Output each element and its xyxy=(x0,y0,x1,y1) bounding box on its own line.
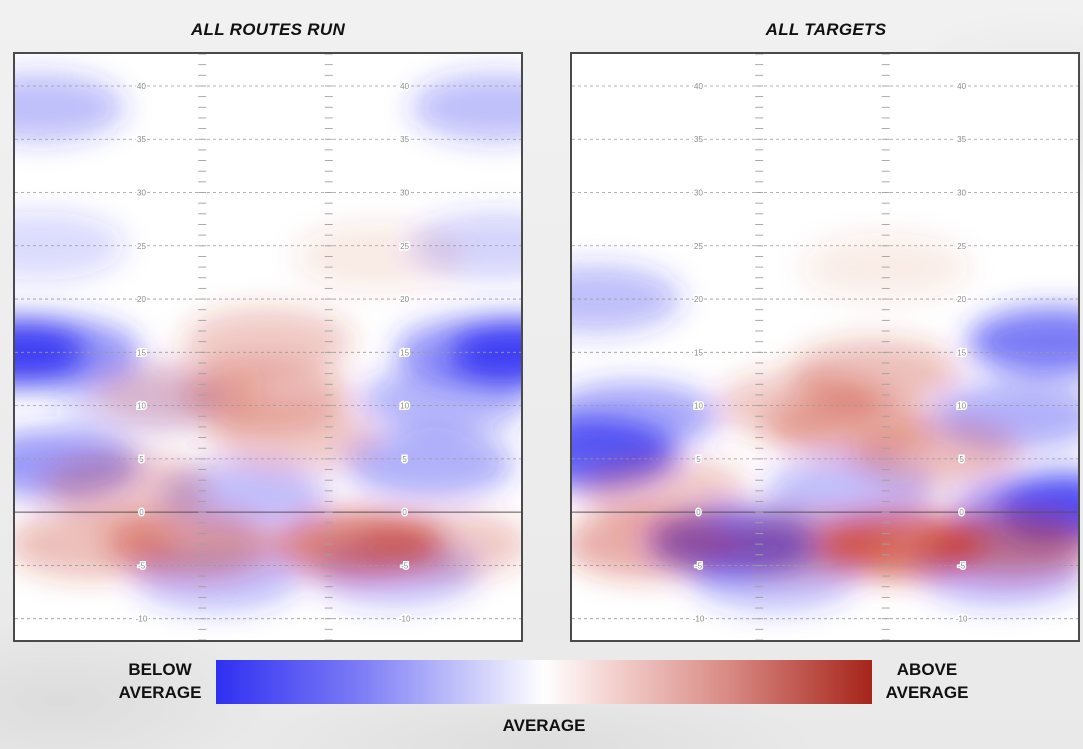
heat-cell-4 xyxy=(967,307,1078,376)
heat-cell-16 xyxy=(183,307,353,376)
yard-label-40-left: 40 xyxy=(137,82,146,91)
yard-label-40-left: 40 xyxy=(694,82,703,91)
yard-label-15-left: 15 xyxy=(694,348,703,357)
heat-blobs xyxy=(15,73,521,611)
heatmap-all-targets: -10 -10 -5 -5 0 0 5 5 10 10 15 15 20 20 25 25 30 30 35 35 40… xyxy=(570,52,1080,642)
yard-label-15-left: 15 xyxy=(137,348,146,357)
yard-label--10-right: -10 xyxy=(956,615,968,624)
yard-label-30-left: 30 xyxy=(694,189,703,198)
yard-grid: -10 -10 -5 -5 0 0 5 5 10 10 15 15 20 20 25 25 30 30 35 35 40… xyxy=(15,80,521,625)
yard-label-5-right: 5 xyxy=(959,455,964,464)
heat-cell-22 xyxy=(15,510,176,579)
legend-below-average-label: BELOW AVERAGE xyxy=(100,658,220,704)
yard-label-5-right: 5 xyxy=(402,455,407,464)
chart-title-all-targets: ALL TARGETS xyxy=(765,20,887,39)
heat-blobs xyxy=(572,232,1078,611)
heat-cell-17 xyxy=(572,510,733,579)
yard-label-10-right: 10 xyxy=(400,402,409,411)
yard-label-20-left: 20 xyxy=(137,295,146,304)
legend-color-scale xyxy=(216,660,872,704)
heat-cell-2 xyxy=(572,382,718,451)
yard-label-35-left: 35 xyxy=(694,135,703,144)
legend-average-label: AVERAGE xyxy=(502,716,586,735)
yard-label-30-right: 30 xyxy=(400,189,409,198)
heat-cell-5 xyxy=(15,73,126,142)
yard-label-0-right: 0 xyxy=(959,508,964,517)
yard-label-25-right: 25 xyxy=(957,242,966,251)
yard-label--5-left: -5 xyxy=(138,561,146,570)
legend-above-average-line-1: ABOVE xyxy=(896,660,958,679)
yard-label--5-right: -5 xyxy=(958,561,966,570)
heat-cell-18 xyxy=(208,403,379,472)
heatmap-svg-routes: -10 -10 -5 -5 0 0 5 5 10 10 15 15 20 20 25 25 30 30 35 35 40… xyxy=(15,54,521,640)
yard-label-30-left: 30 xyxy=(137,189,146,198)
heat-cell-6 xyxy=(410,73,521,142)
yard-label-35-right: 35 xyxy=(400,135,409,144)
heat-cell-12 xyxy=(344,430,515,499)
heatmap-all-routes-run: -10 -10 -5 -5 0 0 5 5 10 10 15 15 20 20 25 25 30 30 35 35 40… xyxy=(13,52,523,642)
yard-label--10-right: -10 xyxy=(399,615,411,624)
heatmap-svg-targets: -10 -10 -5 -5 0 0 5 5 10 10 15 15 20 20 25 25 30 30 35 35 40… xyxy=(572,54,1078,640)
heat-cell-25 xyxy=(294,222,465,291)
legend-below-average-line-2: AVERAGE xyxy=(118,683,202,702)
yard-label--10-left: -10 xyxy=(136,615,148,624)
yard-grid: -10 -10 -5 -5 0 0 5 5 10 10 15 15 20 20 25 25 30 30 35 35 40… xyxy=(572,80,1078,625)
yard-label-35-right: 35 xyxy=(957,135,966,144)
chart-title-all-routes: ALL ROUTES RUN xyxy=(190,20,346,39)
heat-cell-20 xyxy=(41,451,212,520)
yard-label-25-right: 25 xyxy=(400,242,409,251)
yard-label-0-left: 0 xyxy=(139,508,144,517)
heat-cell-15 xyxy=(851,419,1022,488)
yard-label-20-left: 20 xyxy=(694,295,703,304)
heat-cell-19 xyxy=(91,360,262,430)
yard-label-20-right: 20 xyxy=(957,295,966,304)
yard-label--5-right: -5 xyxy=(401,561,409,570)
hash-marks xyxy=(755,54,890,640)
yard-label-5-left: 5 xyxy=(139,455,144,464)
yard-label-0-left: 0 xyxy=(696,508,701,517)
heat-cell-24 xyxy=(360,510,521,579)
yard-label-30-right: 30 xyxy=(957,189,966,198)
yard-label-40-right: 40 xyxy=(400,82,409,91)
yard-label-25-left: 25 xyxy=(694,242,703,251)
yard-label--5-left: -5 xyxy=(695,561,703,570)
yard-label-15-right: 15 xyxy=(957,348,966,357)
legend-above-average-line-2: AVERAGE xyxy=(885,683,969,702)
hash-marks xyxy=(198,54,333,640)
yard-label-5-left: 5 xyxy=(696,455,701,464)
legend-above-average-label: ABOVE AVERAGE xyxy=(868,658,986,704)
yard-label-25-left: 25 xyxy=(137,242,146,251)
yard-label-35-left: 35 xyxy=(137,135,146,144)
legend-below-average-line-1: BELOW xyxy=(128,660,192,679)
yard-label-40-right: 40 xyxy=(957,82,966,91)
heat-cell-20 xyxy=(927,510,1078,579)
yard-label-0-right: 0 xyxy=(402,508,407,517)
heat-cell-11 xyxy=(360,366,521,435)
yard-label-15-right: 15 xyxy=(400,348,409,357)
yard-label-10-left: 10 xyxy=(137,402,146,411)
yard-label-10-right: 10 xyxy=(957,402,966,411)
yard-label-10-left: 10 xyxy=(694,402,703,411)
yard-label-20-right: 20 xyxy=(400,295,409,304)
yard-label--10-left: -10 xyxy=(693,615,705,624)
heat-cell-16 xyxy=(578,456,749,525)
